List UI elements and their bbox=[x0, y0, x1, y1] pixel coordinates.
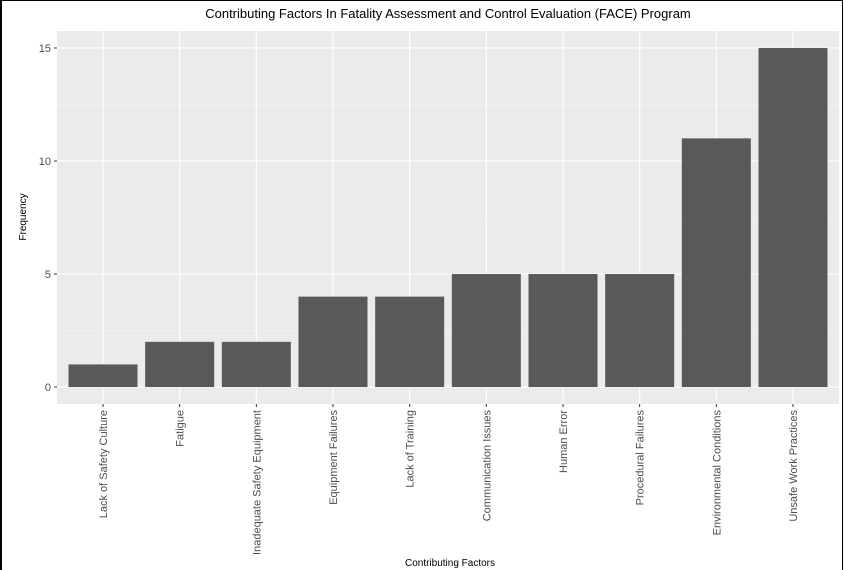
x-tick-label: Lack of Training bbox=[405, 410, 417, 488]
bar bbox=[145, 341, 215, 388]
chart-title: Contributing Factors In Fatality Assessm… bbox=[205, 6, 691, 21]
y-tick-label: 15 bbox=[39, 43, 51, 55]
x-tick-label: Communication Issues bbox=[481, 410, 493, 522]
y-tick-label: 10 bbox=[39, 156, 51, 168]
bar bbox=[758, 47, 828, 388]
bars bbox=[68, 47, 828, 388]
x-tick-label: Human Error bbox=[558, 410, 570, 473]
x-tick-label: Lack of Safety Culture bbox=[98, 410, 110, 518]
bar bbox=[605, 274, 675, 388]
bar bbox=[298, 296, 368, 388]
y-tick-label: 0 bbox=[45, 382, 51, 394]
bar bbox=[221, 341, 291, 388]
y-axis: 0 5 10 15 bbox=[39, 43, 57, 394]
bar bbox=[528, 274, 598, 388]
bar bbox=[451, 274, 521, 388]
x-tick-label: Equipment Failures bbox=[328, 410, 340, 505]
bar bbox=[681, 138, 751, 388]
x-tick-label: Environmental Conditions bbox=[711, 410, 723, 536]
x-tick-label: Procedural Failures bbox=[635, 410, 647, 506]
x-tick-label: Inadequate Safety Equipment bbox=[251, 410, 263, 555]
y-axis-title: Frequency bbox=[18, 193, 29, 240]
bar bbox=[68, 364, 138, 388]
x-tick-label: Fatigue bbox=[175, 410, 187, 447]
bar bbox=[375, 296, 445, 388]
y-tick-label: 5 bbox=[45, 269, 51, 281]
x-axis: Lack of Safety Culture Fatigue Inadequate … bbox=[98, 404, 800, 555]
x-axis-title: Contributing Factors bbox=[405, 558, 495, 569]
x-tick-label: Unsafe Work Practices bbox=[788, 410, 800, 522]
